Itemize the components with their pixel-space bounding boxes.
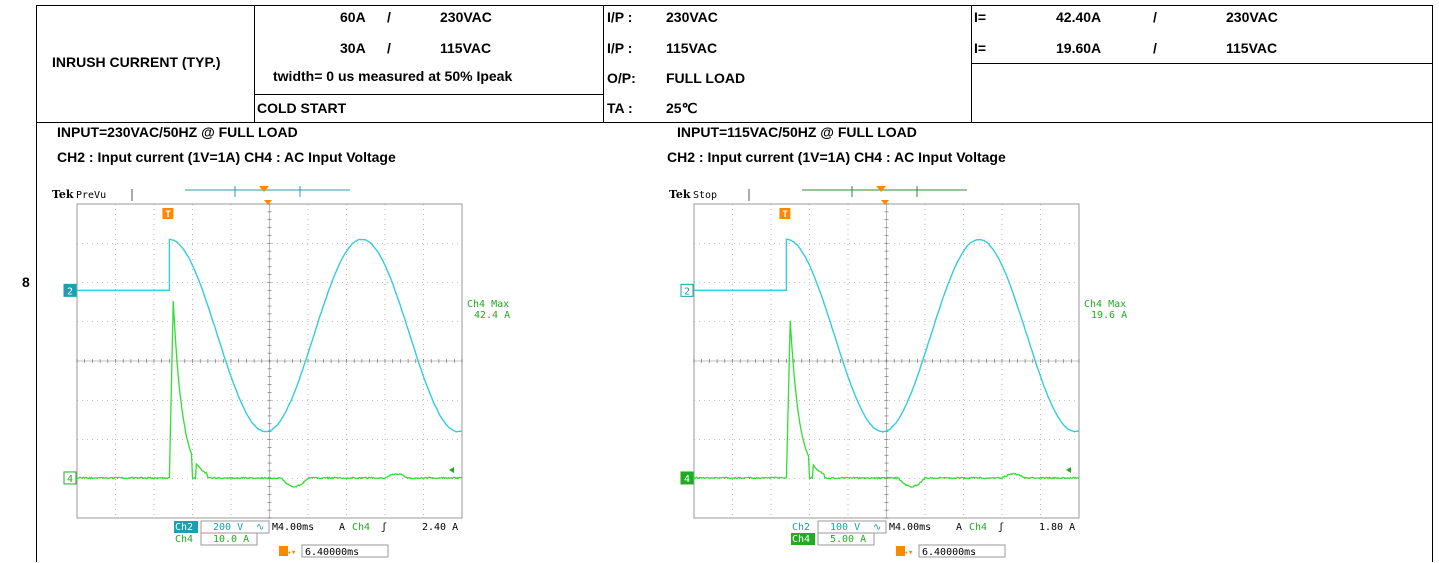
scope-status: PreVu (76, 190, 106, 201)
trigger-marker-label: T (782, 210, 788, 220)
ch2-scale-label: Ch2 (175, 522, 193, 533)
spec-subdivider (254, 94, 603, 95)
ch2-scale-value: 200 V (213, 522, 243, 533)
spec-sep-2: / (387, 40, 391, 56)
result-label-2: I= (974, 40, 986, 56)
trigger-slope-icon: ʃ (998, 522, 1004, 533)
scope-svg: Tek PreVu T 2 4 Ch4 Max42.4 A Ch2 200 V ∿ M4.00ms… (50, 183, 520, 563)
ch4-scale-value: 5.00 A (830, 534, 866, 545)
record-trigger-marker (876, 186, 886, 192)
cond-label-3: O/P: (607, 70, 636, 86)
spec-note: twidth= 0 us measured at 50% Ipeak (273, 68, 512, 84)
ch4-scale-label: Ch4 (792, 534, 810, 545)
waveform-heading-115: INPUT=115VAC/50HZ @ FULL LOAD (677, 124, 917, 140)
trigger-level-value: 1.80 A (1039, 522, 1075, 533)
cond-label-2: I/P : (607, 40, 632, 56)
cond-value-1: 230VAC (666, 9, 718, 25)
scope-brand: Tek (669, 188, 691, 201)
trigger-pos-value: 6.40000ms (922, 547, 976, 558)
ch2-scale-label: Ch2 (792, 522, 810, 533)
ch2-scale-value: 100 V (830, 522, 860, 533)
trigger-marker-label: T (165, 210, 171, 220)
table-row-divider (36, 122, 1433, 123)
trigger-level-value: 2.40 A (422, 522, 458, 533)
spec-voltage-2: 115VAC (440, 40, 491, 56)
spec-value-2: 30A (340, 40, 366, 56)
cond-label-4: TA : (607, 100, 633, 116)
scope-svg: Tek Stop T 2 4 Ch4 Max19.6 A Ch2 100 V ∿ M4.00ms A… (667, 183, 1137, 563)
waveform-subheading-115: CH2 : Input current (1V=1A) CH4 : AC Inp… (667, 149, 1006, 165)
col-divider-2 (603, 5, 604, 122)
scope-brand: Tek (52, 188, 74, 201)
result-sep-1: / (1153, 9, 1157, 25)
timebase-value: M4.00ms (889, 522, 931, 533)
result-voltage-1: 230VAC (1226, 9, 1278, 25)
trigger-pos-icon: T→▾ (897, 548, 913, 558)
trigger-slope-icon: ʃ (381, 522, 387, 533)
waveform-subheading-230: CH2 : Input current (1V=1A) CH4 : AC Inp… (57, 149, 396, 165)
col-divider-1 (254, 5, 255, 122)
cond-value-4: 25℃ (666, 100, 697, 117)
result-voltage-2: 115VAC (1226, 40, 1277, 56)
ch4-marker-label: 4 (67, 474, 73, 485)
measurement-label: Ch4 Max (467, 299, 509, 310)
cond-value-3: FULL LOAD (666, 70, 745, 86)
test-name: INRUSH CURRENT (TYP.) (52, 54, 221, 70)
table-border-top (36, 5, 1433, 6)
ch2-coupling-icon: ∿ (873, 522, 881, 533)
result-subdivider (971, 63, 1432, 64)
scope-capture-230: Tek PreVu T 2 4 Ch4 Max 42.4 A Ch2 200 V ∿ M4.00ms… (50, 183, 520, 563)
spec-sep-1: / (387, 9, 391, 25)
measurement-value: 42.4 A (474, 310, 510, 321)
scope-capture-115: Tek Stop T 2 4 Ch4 Max 19.6 A Ch2 100 V ∿ M4.00ms A… (667, 183, 1137, 563)
timebase-value: M4.00ms (272, 522, 314, 533)
ch2-coupling-icon: ∿ (256, 522, 264, 533)
ch2-marker-label: 2 (67, 286, 73, 297)
measurement-label: Ch4 Max (1084, 299, 1126, 310)
measurement-value: 19.6 A (1091, 310, 1127, 321)
result-label-1: I= (974, 9, 986, 25)
ch4-marker-label: 4 (684, 474, 690, 485)
cond-value-2: 115VAC (666, 40, 717, 56)
row-number: 8 (22, 274, 30, 290)
trigger-pos-icon: T→▾ (280, 548, 296, 558)
result-value-1: 42.40A (1056, 9, 1101, 25)
ch4-scale-label: Ch4 (175, 534, 193, 545)
spec-voltage-1: 230VAC (440, 9, 492, 25)
scope-status: Stop (693, 190, 717, 201)
trigger-channel: Ch4 (352, 522, 370, 533)
trigger-channel: Ch4 (969, 522, 987, 533)
record-trigger-marker (259, 186, 269, 192)
result-value-2: 19.60A (1056, 40, 1101, 56)
trigger-source-label: A (339, 522, 345, 533)
trigger-source-label: A (956, 522, 962, 533)
ch4-scale-value: 10.0 A (213, 534, 249, 545)
trigger-pos-value: 6.40000ms (305, 547, 359, 558)
table-border-right (1432, 5, 1433, 562)
table-border-left (36, 5, 37, 562)
spec-mode: COLD START (257, 100, 346, 116)
result-sep-2: / (1153, 40, 1157, 56)
spec-value-1: 60A (340, 9, 366, 25)
cond-label-1: I/P : (607, 9, 632, 25)
waveform-heading-230: INPUT=230VAC/50HZ @ FULL LOAD (57, 124, 298, 140)
ch2-marker-label: 2 (684, 286, 690, 297)
